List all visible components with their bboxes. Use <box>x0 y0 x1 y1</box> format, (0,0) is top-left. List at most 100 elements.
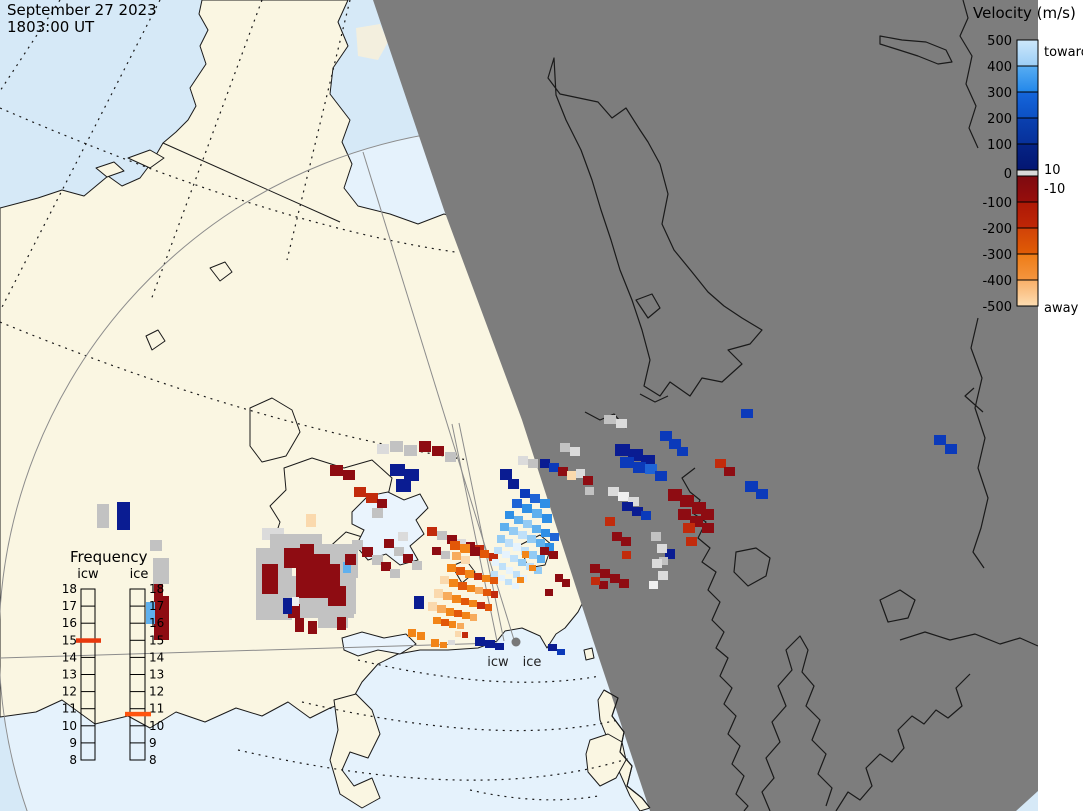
velocity-cell <box>555 574 563 582</box>
velocity-cell <box>669 439 681 449</box>
velocity-cell <box>632 507 643 516</box>
velocity-cell <box>441 619 449 626</box>
coast-franz-josef <box>959 0 979 149</box>
velocity-cell <box>443 592 452 600</box>
velocity-legend-title: Velocity (m/s) <box>973 4 1076 22</box>
velocity-cell <box>658 571 668 580</box>
colorbar-zero-band <box>1016 169 1039 177</box>
colorbar-segment <box>1016 91 1039 119</box>
velocity-cell <box>745 481 758 492</box>
velocity-cell <box>529 565 536 571</box>
velocity-cell <box>372 508 383 518</box>
velocity-cell <box>308 621 317 634</box>
colorbar-segment <box>1016 39 1039 67</box>
velocity-cell <box>461 556 470 564</box>
velocity-cell <box>437 531 447 540</box>
velocity-cell <box>390 569 400 578</box>
velocity-cell <box>509 527 518 535</box>
colorbar-segment <box>1016 279 1039 307</box>
velocity-cell <box>491 591 498 598</box>
velocity-cell <box>508 479 519 489</box>
islet-southeast <box>583 647 595 661</box>
velocity-cell <box>362 547 373 557</box>
coast-gulf-bothnia <box>835 673 971 811</box>
frequency-mark-ice <box>125 711 151 717</box>
velocity-cell <box>352 540 363 550</box>
velocity-cell <box>612 532 622 541</box>
frequency-ladders: 18 17 16 15 14 13 12 11 10 9 8 18 17 16 15 14 13 12 11 10 9 8 <box>62 582 165 767</box>
velocity-cell <box>622 551 631 559</box>
frequency-scale-label: 9 <box>69 736 77 750</box>
frequency-scale-label: 14 <box>149 650 164 664</box>
velocity-cell <box>150 540 162 551</box>
velocity-cell <box>668 489 682 501</box>
velocity-cell <box>665 549 675 559</box>
island-small-2 <box>95 161 125 178</box>
velocity-cell <box>534 567 542 574</box>
velocity-cell <box>686 537 697 546</box>
velocity-cell <box>502 551 510 558</box>
velocity-cell <box>605 517 615 526</box>
velocity-cell <box>330 465 343 476</box>
velocity-cell <box>505 511 514 519</box>
velocity-cell <box>482 575 490 582</box>
velocity-cell <box>505 579 512 585</box>
velocity-cell <box>541 529 550 537</box>
velocity-cell <box>558 467 568 476</box>
velocity-cell <box>448 640 455 645</box>
velocity-cell <box>457 623 464 629</box>
velocity-cell <box>480 550 489 558</box>
velocity-cell <box>452 595 461 603</box>
velocity-cell <box>475 587 483 594</box>
coast-white-sea <box>879 589 916 623</box>
velocity-cell <box>567 471 576 480</box>
velocity-cell <box>469 600 477 607</box>
velocity-cell <box>570 447 580 456</box>
velocity-cell <box>446 608 454 616</box>
velocity-cell <box>432 547 441 555</box>
velocity-cell <box>498 575 505 581</box>
frequency-scale-label: 8 <box>149 753 157 767</box>
velocity-cell <box>513 543 521 551</box>
velocity-cell <box>343 562 351 573</box>
velocity-cell <box>715 459 726 468</box>
velocity-cell <box>412 561 422 570</box>
velocity-cell <box>449 579 458 587</box>
velocity-cell <box>466 542 475 550</box>
radar-label-ice: ice <box>523 655 542 670</box>
velocity-cell <box>523 520 532 528</box>
velocity-cell <box>537 555 545 563</box>
colorbar-tick-label: 300 <box>987 86 1012 101</box>
frequency-scale-label: 13 <box>149 668 164 682</box>
velocity-cell <box>396 479 411 492</box>
velocity-cell <box>540 499 550 508</box>
velocity-cell <box>428 602 437 611</box>
coast-great-britain-night <box>603 689 651 809</box>
colorbar-tick-label: 500 <box>987 34 1012 49</box>
velocity-cell <box>154 584 163 640</box>
velocity-cell <box>456 567 465 575</box>
velocity-cell <box>622 502 633 511</box>
coast-disko <box>635 293 661 319</box>
velocity-cell <box>377 444 389 454</box>
velocity-cell <box>505 539 513 547</box>
velocity-cell <box>312 554 330 566</box>
frequency-scale-label: 12 <box>62 685 77 699</box>
velocity-cell <box>545 543 554 551</box>
velocity-cell <box>450 541 460 550</box>
velocity-cell <box>394 547 404 556</box>
legend-toward-label: toward <box>1044 45 1083 60</box>
frequency-scale-label: 12 <box>149 685 164 699</box>
velocity-cell <box>427 527 437 536</box>
velocity-cell <box>600 569 610 578</box>
frequency-scale-label: 17 <box>149 599 164 613</box>
colorbar-tick-label: -400 <box>982 274 1012 289</box>
coast-greenland <box>547 57 763 397</box>
velocity-cell <box>645 464 657 474</box>
legend-away-label: away <box>1044 301 1079 316</box>
velocity-cell <box>649 581 658 589</box>
velocity-cell <box>465 570 474 578</box>
colorbar-segment <box>1016 227 1039 255</box>
velocity-cell <box>590 564 600 573</box>
